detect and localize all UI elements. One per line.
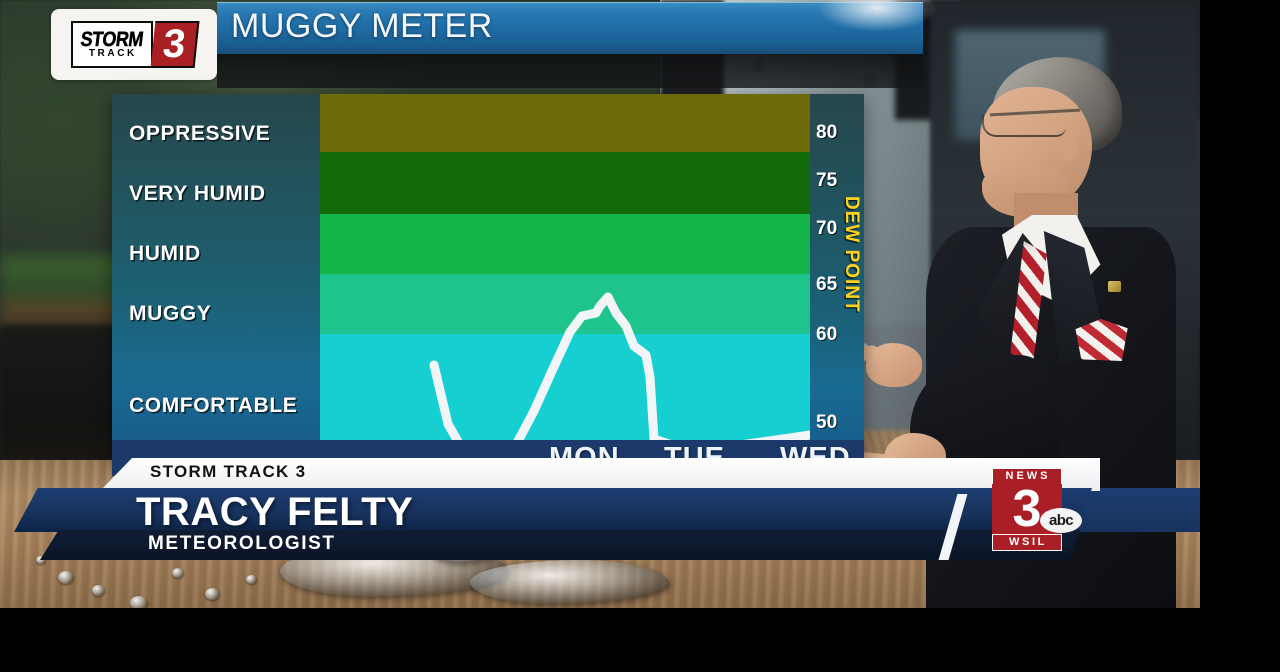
- band-muggy: [320, 274, 810, 334]
- water-puddle: [470, 560, 670, 604]
- pocket-square: [1075, 319, 1128, 361]
- page-title: MUGGY METER: [231, 7, 493, 45]
- band-label-very-humid: VERY HUMID: [129, 182, 266, 205]
- talent-name: TRACY FELTY: [136, 490, 414, 534]
- chart-plot-area: [320, 94, 810, 464]
- water-droplet: [36, 556, 46, 564]
- axis-tick-50: 50: [816, 412, 838, 433]
- dew-point-line: [429, 292, 810, 455]
- band-label-muggy: MUGGY: [129, 302, 212, 325]
- band-very-humid: [320, 152, 810, 214]
- band-label-humid: HUMID: [129, 242, 201, 265]
- axis-tick-75: 75: [816, 170, 838, 191]
- eyeglasses: [982, 115, 1066, 137]
- logo-number-3: 3: [150, 21, 200, 68]
- muggy-meter-chart: OPPRESSIVE VERY HUMID HUMID MUGGY COMFOR…: [112, 94, 864, 464]
- axis-tick-80: 80: [816, 122, 838, 143]
- water-droplet: [205, 588, 220, 600]
- axis-tick-60: 60: [816, 324, 838, 345]
- logo-track-text: TRACK: [88, 47, 137, 59]
- band-humid: [320, 214, 810, 274]
- axis-tick-65: 65: [816, 274, 838, 295]
- water-droplet: [130, 596, 148, 608]
- axis-tick-70: 70: [816, 218, 838, 239]
- lower-third-role-bar: [40, 530, 1080, 560]
- water-droplet: [172, 568, 184, 578]
- video-frame: STORM TRACK 3 MUGGY METER OPPRESSIVE VER…: [0, 0, 1200, 608]
- logo-callsign-text: WSIL: [992, 534, 1062, 551]
- logo-wordmark: STORM TRACK: [71, 21, 153, 68]
- storm-track-3-logo: STORM TRACK 3: [51, 9, 217, 80]
- news-3-wsil-logo: NEWS 3 abc WSIL: [986, 468, 1084, 552]
- band-label-comfortable: COMFORTABLE: [129, 394, 298, 417]
- letterbox-right: [1200, 0, 1280, 672]
- logo-inner: STORM TRACK 3: [71, 21, 200, 68]
- dew-point-axis: 80 75 70 65 60 50 DEW POINT: [810, 94, 864, 464]
- band-oppressive: [320, 94, 810, 152]
- letterbox-bottom: [0, 608, 1280, 672]
- banner-glare: [817, 0, 937, 32]
- banner-under-strip: [217, 54, 923, 88]
- lower-third-banner: STORM TRACK 3 TRACY FELTY METEOROLOGIST: [0, 458, 1200, 562]
- water-droplet: [92, 585, 105, 596]
- chart-category-labels: OPPRESSIVE VERY HUMID HUMID MUGGY COMFOR…: [112, 94, 320, 464]
- show-name: STORM TRACK 3: [150, 462, 307, 481]
- water-droplet: [246, 575, 257, 584]
- talent-role: METEOROLOGIST: [148, 533, 336, 554]
- logo-storm-text: STORM: [79, 27, 145, 50]
- abc-network-badge: abc: [1040, 508, 1082, 533]
- water-droplet: [58, 571, 74, 584]
- axis-title-dew-point: DEW POINT: [841, 196, 862, 313]
- lapel-pin: [1108, 281, 1121, 292]
- lower-third-show-bar: [100, 458, 1100, 491]
- lower-third-name-bar: [14, 488, 1092, 532]
- band-label-oppressive: OPPRESSIVE: [129, 122, 271, 145]
